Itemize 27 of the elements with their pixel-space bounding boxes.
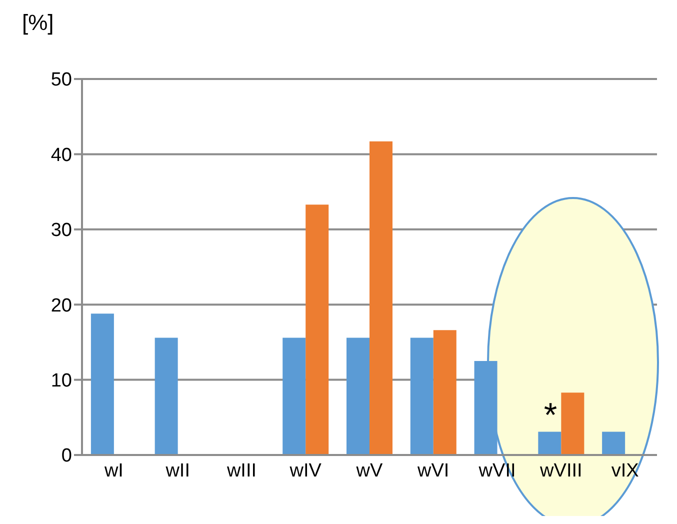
y-tick-label: 30 [50, 220, 72, 242]
y-tick-label: 20 [50, 295, 72, 316]
x-tick-label: wIV [288, 460, 322, 482]
bar [154, 338, 178, 455]
bar [561, 392, 584, 455]
annotation: * [544, 396, 558, 435]
bar [433, 330, 456, 455]
x-tick-label: wI [103, 460, 124, 482]
bar [306, 204, 329, 455]
y-tick-label: 50 [50, 70, 72, 91]
y-axis-title: [%] [22, 10, 54, 36]
y-tick-label: 0 [61, 446, 72, 467]
bar [370, 141, 392, 455]
x-tick-label: wII [164, 460, 190, 482]
bar [538, 432, 562, 455]
y-tick-label: 40 [50, 144, 72, 166]
bar [474, 361, 498, 455]
bar [90, 314, 114, 455]
y-tick-label: 10 [50, 370, 72, 392]
x-tick-label: wVIII [539, 460, 582, 482]
x-tick-label: wV [355, 460, 384, 482]
bar [410, 338, 434, 455]
x-tick-label: wIII [226, 460, 257, 482]
bar [282, 338, 306, 455]
bar [602, 432, 626, 455]
x-tick-label: wVI [416, 460, 450, 482]
bar [346, 338, 370, 455]
